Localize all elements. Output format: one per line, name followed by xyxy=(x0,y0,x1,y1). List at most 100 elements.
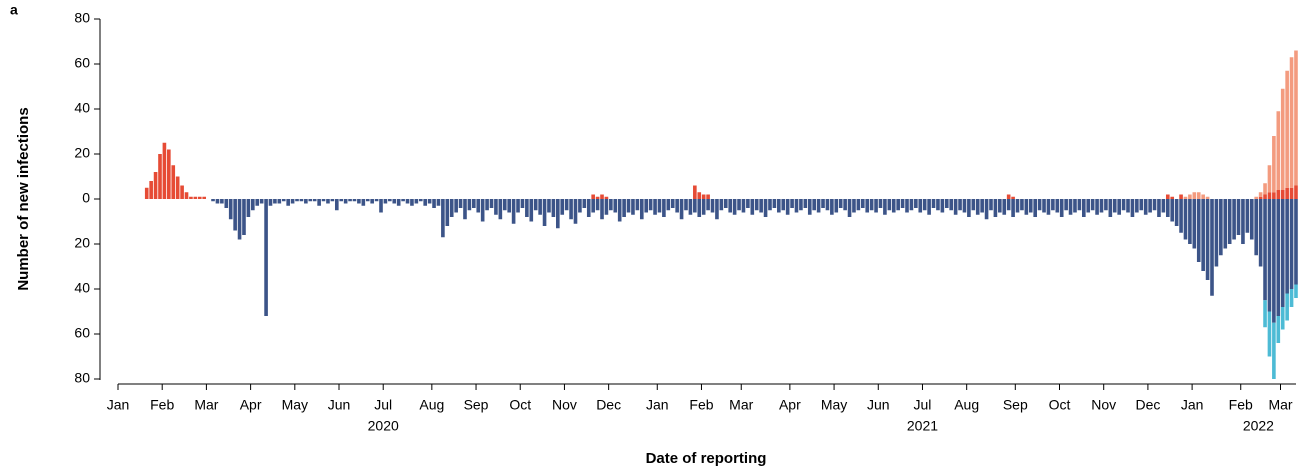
bar xyxy=(1006,194,1011,199)
bar xyxy=(220,199,224,204)
bar xyxy=(878,199,883,208)
bar xyxy=(980,199,984,213)
bar xyxy=(670,199,675,208)
bar xyxy=(158,154,162,199)
bar xyxy=(273,199,277,204)
x-tick-label: Sep xyxy=(1003,397,1028,413)
bar xyxy=(759,199,763,213)
bar xyxy=(1068,199,1073,215)
bar xyxy=(485,199,489,211)
bar xyxy=(1280,199,1285,307)
bar xyxy=(1024,199,1029,215)
bar xyxy=(1112,199,1117,213)
bar xyxy=(909,199,914,211)
bar xyxy=(626,199,631,213)
bar xyxy=(883,199,887,215)
bar xyxy=(1294,284,1298,298)
x-tick-label: May xyxy=(821,397,847,413)
x-tick-label: Mar xyxy=(194,397,218,413)
bar xyxy=(1285,187,1289,199)
bar xyxy=(763,199,768,217)
bar xyxy=(1258,192,1263,197)
bar xyxy=(1236,199,1241,235)
bar xyxy=(834,199,839,213)
bar xyxy=(631,199,635,215)
bar xyxy=(1276,111,1281,190)
bar xyxy=(1285,199,1289,294)
bar xyxy=(529,199,534,222)
bar xyxy=(542,199,547,226)
bar xyxy=(480,199,485,222)
bar xyxy=(675,199,679,213)
bar xyxy=(189,196,193,199)
bar xyxy=(277,199,282,204)
y-tick-label: 60 xyxy=(74,325,90,341)
bar xyxy=(525,199,529,217)
bar xyxy=(370,199,374,204)
bar xyxy=(838,199,843,208)
bar xyxy=(427,199,432,204)
bar xyxy=(569,199,573,220)
bar xyxy=(1011,199,1015,217)
bar xyxy=(396,199,401,206)
bar xyxy=(445,199,450,226)
bar xyxy=(847,199,852,217)
bar xyxy=(600,194,604,199)
bar xyxy=(803,199,808,208)
bar xyxy=(392,199,397,204)
bar xyxy=(1077,199,1082,211)
bar xyxy=(662,199,666,217)
bar xyxy=(582,199,587,208)
bar xyxy=(639,199,644,220)
bar xyxy=(175,176,180,199)
bar xyxy=(967,199,971,217)
bar xyxy=(281,199,286,202)
year-label: 2021 xyxy=(907,418,938,434)
panel-label: a xyxy=(10,2,18,18)
bar xyxy=(352,199,357,202)
bar xyxy=(701,194,706,199)
x-tick-label: Oct xyxy=(1049,397,1071,413)
bar xyxy=(1104,199,1108,211)
bar xyxy=(414,199,419,204)
bar xyxy=(1272,199,1276,323)
bar xyxy=(794,199,799,213)
bar xyxy=(922,199,927,211)
x-tick-label: Nov xyxy=(1091,397,1116,413)
bar xyxy=(1272,136,1276,193)
bar xyxy=(317,199,321,206)
bar xyxy=(312,199,317,202)
bar xyxy=(1205,196,1210,199)
x-tick-label: Jul xyxy=(374,397,392,413)
bar xyxy=(777,199,781,213)
bar xyxy=(1188,199,1192,244)
bar xyxy=(1020,199,1024,211)
bar xyxy=(180,185,184,199)
bar xyxy=(887,199,892,211)
bar xyxy=(1205,199,1210,280)
bar xyxy=(454,199,458,213)
bar xyxy=(1201,199,1205,271)
bar xyxy=(197,196,202,199)
x-tick-label: Dec xyxy=(596,397,621,413)
bar xyxy=(1152,199,1157,211)
bar xyxy=(741,199,746,213)
bar xyxy=(1064,199,1068,211)
bar xyxy=(1254,199,1259,256)
bar xyxy=(693,199,697,213)
bar xyxy=(706,199,710,211)
bar xyxy=(1170,199,1175,222)
bar xyxy=(1135,199,1139,213)
bar xyxy=(564,199,569,211)
bar xyxy=(710,199,715,213)
bar xyxy=(1183,196,1188,199)
bar xyxy=(693,185,697,199)
bar xyxy=(918,199,923,213)
bar xyxy=(635,199,640,211)
bar xyxy=(1219,199,1223,256)
bar xyxy=(781,199,786,211)
bar xyxy=(715,199,719,220)
bar xyxy=(1249,199,1254,240)
bar xyxy=(746,199,750,208)
